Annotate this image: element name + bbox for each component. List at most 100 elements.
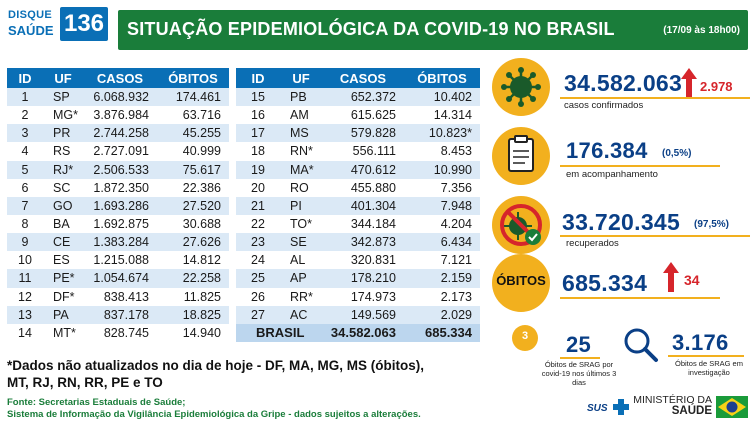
cell-obitos: 7.121 [404, 251, 480, 270]
cell-obitos: 4.204 [404, 214, 480, 234]
cell-id: 11 [7, 269, 43, 288]
cell-casos: 828.745 [83, 323, 157, 342]
cell-uf: RO [280, 178, 322, 197]
cell-uf: SC [43, 178, 83, 197]
cell-casos: 1.693.286 [83, 196, 157, 215]
cell-casos: 1.054.674 [83, 269, 157, 288]
cell-uf: PI [280, 196, 322, 215]
cell-casos: 2.744.258 [83, 124, 157, 143]
table-row: 27 AC 149.569 2.029 [236, 305, 480, 324]
calendar-number: 3 [521, 330, 529, 342]
col-header-obitos: ÓBITOS [404, 68, 480, 88]
col-header-uf: UF [43, 68, 83, 88]
cell-id: 20 [236, 178, 280, 197]
cell-id: 7 [7, 196, 43, 215]
cell-obitos: 27.520 [157, 196, 229, 215]
table-row: 10 ES 1.215.088 14.812 [7, 251, 229, 270]
cell-obitos: 7.356 [404, 178, 480, 197]
col-header-uf: UF [280, 68, 322, 88]
cell-casos: 149.569 [322, 305, 404, 324]
cell-casos: 342.873 [322, 233, 404, 252]
table-row: 24 AL 320.831 7.121 [236, 251, 480, 270]
source-line-2: Sistema de Informação da Vigilância Epid… [7, 409, 421, 420]
cell-uf: AL [280, 251, 322, 270]
cell-casos: 1.383.284 [83, 233, 157, 252]
cell-id: 14 [7, 323, 43, 342]
cell-obitos: 18.825 [157, 305, 229, 324]
table-row: 15 PB 652.372 10.402 [236, 88, 480, 107]
cell-id: 16 [236, 106, 280, 125]
cell-id: 22 [236, 214, 280, 234]
table-header-row: ID UF CASOS ÓBITOS [236, 68, 480, 88]
cell-casos: 3.876.984 [83, 106, 157, 125]
table-row: 3 PR 2.744.258 45.255 [7, 124, 229, 143]
cell-uf: PB [280, 88, 322, 107]
total-label: BRASIL [236, 323, 322, 342]
virus-icon [492, 58, 550, 116]
cell-obitos: 8.453 [404, 142, 480, 161]
cell-obitos: 22.258 [157, 269, 229, 288]
cell-uf: BA [43, 214, 83, 234]
states-table-left: ID UF CASOS ÓBITOS 1 SP 6.068.932 174.461 2 M… [7, 68, 229, 342]
source-note: Fonte: Secretarias Estaduais de Saúde; S… [7, 397, 421, 421]
table-row: 9 CE 1.383.284 27.626 [7, 233, 229, 252]
page-title: SITUAÇÃO EPIDEMIOLÓGICA DA COVID-19 NO B… [127, 19, 615, 39]
cell-casos: 1.692.875 [83, 214, 157, 234]
col-header-casos: CASOS [322, 68, 404, 88]
cell-obitos: 174.461 [157, 88, 229, 107]
col-header-obitos: ÓBITOS [157, 68, 229, 88]
cell-obitos: 40.999 [157, 142, 229, 161]
cell-obitos: 75.617 [157, 160, 229, 179]
source-line-1: Fonte: Secretarias Estaduais de Saúde; [7, 397, 186, 408]
cell-casos: 320.831 [322, 251, 404, 270]
total-casos: 34.582.063 [322, 323, 404, 342]
cell-casos: 2.727.091 [83, 142, 157, 161]
divider [560, 97, 750, 99]
calendar-icon: 3 [512, 325, 538, 351]
table-row: 25 AP 178.210 2.159 [236, 269, 480, 288]
disque-saude-logo: DISQUE SAÚDE 136 [6, 7, 108, 42]
footnote: *Dados não atualizados no dia de hoje - … [7, 358, 425, 390]
ministry-line-2: SAÚDE [671, 405, 712, 417]
cell-id: 25 [236, 269, 280, 288]
sus-text: SUS [587, 403, 608, 415]
cell-obitos: 2.029 [404, 305, 480, 324]
cell-obitos: 30.688 [157, 214, 229, 234]
magnifier-icon [617, 322, 663, 368]
cell-id: 12 [7, 287, 43, 306]
cell-obitos: 10.402 [404, 88, 480, 107]
cell-obitos: 10.990 [404, 160, 480, 179]
cell-uf: MG* [43, 106, 83, 125]
cell-uf: MT* [43, 323, 83, 342]
confirmed-cases-value: 34.582.063 [564, 70, 683, 96]
confirmed-label: casos confirmados [564, 100, 644, 111]
srag-deaths-value: 25 [566, 332, 592, 357]
table-row: 11 PE* 1.054.674 22.258 [7, 269, 229, 288]
table-row: 18 RN* 556.111 8.453 [236, 142, 480, 161]
divider [560, 235, 750, 237]
srag-deaths-label: Óbitos de SRAG por covid-19 nos últimos … [541, 360, 617, 387]
arrow-up-icon [681, 68, 697, 98]
table-row: 6 SC 1.872.350 22.386 [7, 178, 229, 197]
monitoring-label: em acompanhamento [566, 169, 658, 180]
total-obitos: 685.334 [404, 323, 480, 342]
deaths-delta: 34 [684, 272, 700, 288]
table-row: 14 MT* 828.745 14.940 [7, 323, 229, 342]
cell-id: 6 [7, 178, 43, 197]
cell-casos: 174.973 [322, 287, 404, 306]
cell-casos: 837.178 [83, 305, 157, 324]
cell-uf: AM [280, 106, 322, 125]
sus-logo: SUS [587, 398, 630, 416]
recovered-icon [492, 196, 550, 254]
col-header-id: ID [7, 68, 43, 88]
table-row: 8 BA 1.692.875 30.688 [7, 214, 229, 234]
states-table-right: ID UF CASOS ÓBITOS 15 PB 652.372 10.402 16 AM… [236, 68, 480, 342]
table-row: 2 MG* 3.876.984 63.716 [7, 106, 229, 125]
cell-obitos: 22.386 [157, 178, 229, 197]
cell-id: 27 [236, 305, 280, 324]
monitoring-value: 176.384 [566, 138, 648, 163]
deaths-value: 685.334 [562, 270, 648, 296]
cell-uf: PE* [43, 269, 83, 288]
cell-casos: 401.304 [322, 196, 404, 215]
table-header-row: ID UF CASOS ÓBITOS [7, 68, 229, 88]
